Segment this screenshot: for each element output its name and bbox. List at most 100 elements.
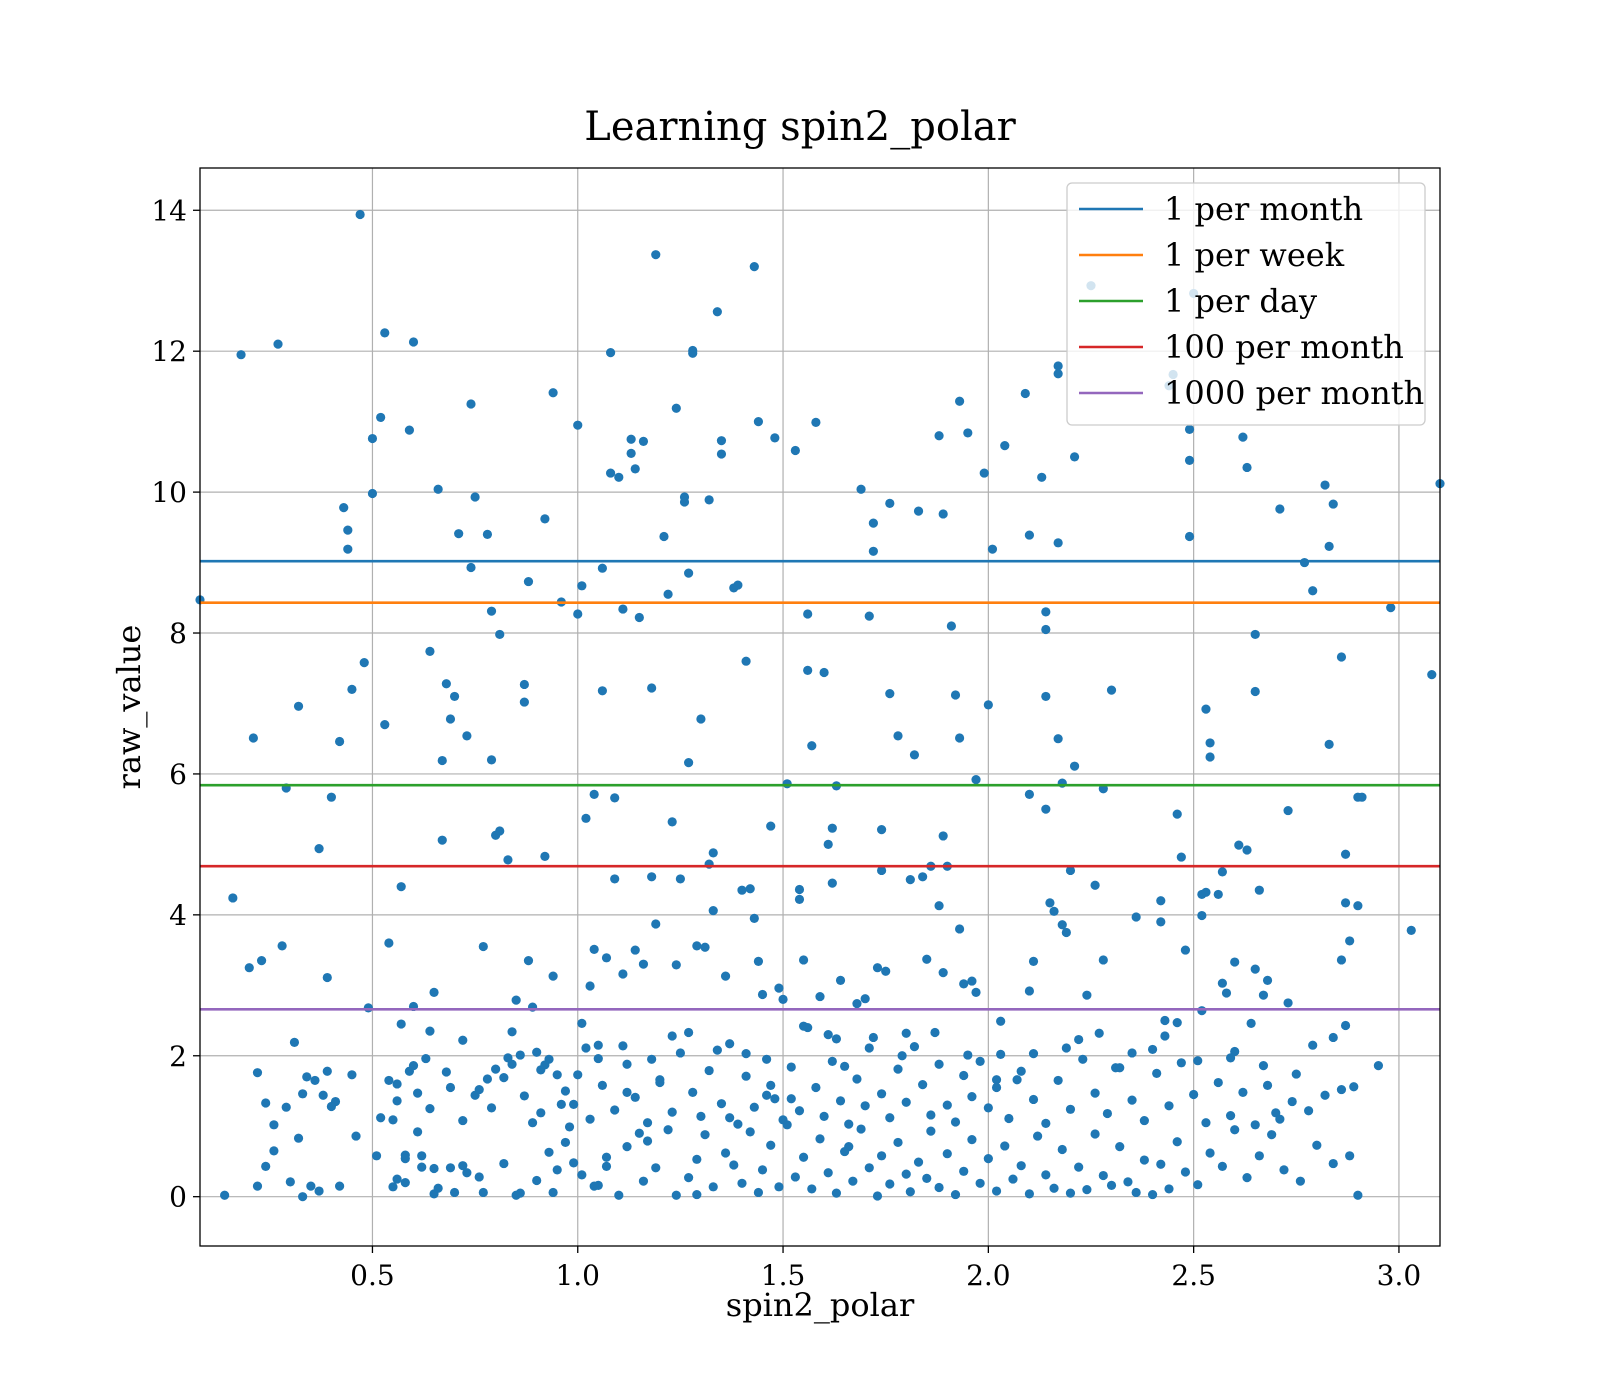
data-point xyxy=(852,999,862,1009)
y-tick-label: 0 xyxy=(169,1181,187,1214)
data-point xyxy=(277,941,287,951)
data-point xyxy=(396,1019,406,1029)
data-point xyxy=(811,1082,821,1093)
data-point xyxy=(733,1119,743,1129)
data-point xyxy=(261,1098,271,1108)
data-point xyxy=(926,1126,936,1136)
data-point xyxy=(298,1192,308,1202)
data-point xyxy=(671,403,681,413)
data-point xyxy=(684,1027,694,1038)
data-point xyxy=(638,436,649,446)
data-point xyxy=(618,1041,628,1051)
data-point xyxy=(1098,955,1108,965)
data-point xyxy=(860,1101,870,1111)
data-point xyxy=(421,1053,431,1064)
data-point xyxy=(527,1118,538,1128)
data-point xyxy=(807,1184,817,1194)
data-point xyxy=(1012,1075,1022,1085)
data-point xyxy=(1349,1082,1359,1092)
data-point xyxy=(823,839,833,849)
data-point xyxy=(1353,1190,1363,1200)
data-point xyxy=(798,1152,809,1162)
data-point xyxy=(1221,988,1232,998)
data-point xyxy=(679,492,690,502)
data-point xyxy=(823,1168,833,1178)
data-point xyxy=(1041,624,1051,635)
data-point xyxy=(741,1049,751,1059)
data-point xyxy=(417,1151,427,1161)
data-point xyxy=(1308,586,1318,596)
data-point xyxy=(433,1183,443,1193)
data-point xyxy=(441,679,451,689)
data-point xyxy=(577,1018,587,1028)
data-point xyxy=(532,1047,542,1057)
data-point xyxy=(700,1130,710,1140)
data-point xyxy=(885,1113,895,1123)
data-point xyxy=(692,941,702,951)
data-point xyxy=(622,1059,632,1069)
data-point xyxy=(1008,1174,1018,1184)
data-point xyxy=(519,1091,529,1101)
data-point xyxy=(384,938,394,948)
x-tick-label: 1.0 xyxy=(555,1259,600,1292)
data-point xyxy=(766,1080,776,1090)
data-point xyxy=(1304,1106,1314,1116)
data-point xyxy=(671,960,681,970)
data-point xyxy=(749,262,759,272)
data-point xyxy=(782,779,792,789)
data-point xyxy=(872,1191,883,1201)
data-point xyxy=(482,1074,493,1084)
data-point xyxy=(400,1154,410,1164)
data-point xyxy=(236,350,246,360)
data-point xyxy=(753,417,764,427)
data-point xyxy=(840,1146,850,1157)
data-point xyxy=(491,1064,501,1074)
data-point xyxy=(696,1111,706,1121)
data-point xyxy=(1164,1184,1174,1194)
data-point xyxy=(667,1031,677,1041)
data-point xyxy=(1106,1180,1117,1191)
data-point xyxy=(753,956,764,966)
data-point xyxy=(523,956,534,966)
data-point xyxy=(326,1101,336,1112)
data-point xyxy=(1242,462,1252,473)
data-point xyxy=(441,1067,451,1077)
data-point xyxy=(511,995,521,1005)
data-point xyxy=(967,1092,977,1102)
data-point xyxy=(589,944,599,954)
data-point xyxy=(959,1166,969,1176)
data-point xyxy=(540,851,550,861)
data-point xyxy=(437,835,447,845)
x-tick-label: 2.0 xyxy=(966,1259,1011,1292)
data-point xyxy=(827,1056,837,1067)
data-point xyxy=(1053,369,1063,379)
data-point xyxy=(897,1051,907,1061)
data-point xyxy=(1234,840,1244,850)
data-point xyxy=(720,1148,731,1158)
data-point xyxy=(593,1040,603,1050)
data-point xyxy=(392,1096,402,1106)
data-point xyxy=(762,1054,772,1064)
data-point xyxy=(712,307,722,317)
data-point xyxy=(983,1103,993,1113)
data-point xyxy=(963,1050,973,1060)
data-point xyxy=(1156,896,1166,906)
data-point xyxy=(1238,1087,1248,1098)
data-point xyxy=(971,987,981,997)
data-point xyxy=(790,445,800,456)
data-point xyxy=(1037,472,1047,482)
legend-label: 100 per month xyxy=(1164,328,1404,366)
data-point xyxy=(987,544,998,554)
data-point xyxy=(840,1061,850,1071)
data-point xyxy=(1004,1113,1014,1124)
x-axis-label: spin2_polar xyxy=(726,1286,915,1324)
data-point xyxy=(1262,1080,1273,1090)
data-point xyxy=(429,1163,439,1174)
data-point xyxy=(363,1003,373,1013)
data-point xyxy=(347,1070,357,1080)
data-point xyxy=(1049,906,1059,916)
data-point xyxy=(864,611,874,621)
data-point xyxy=(868,518,878,528)
data-point xyxy=(1427,669,1437,680)
